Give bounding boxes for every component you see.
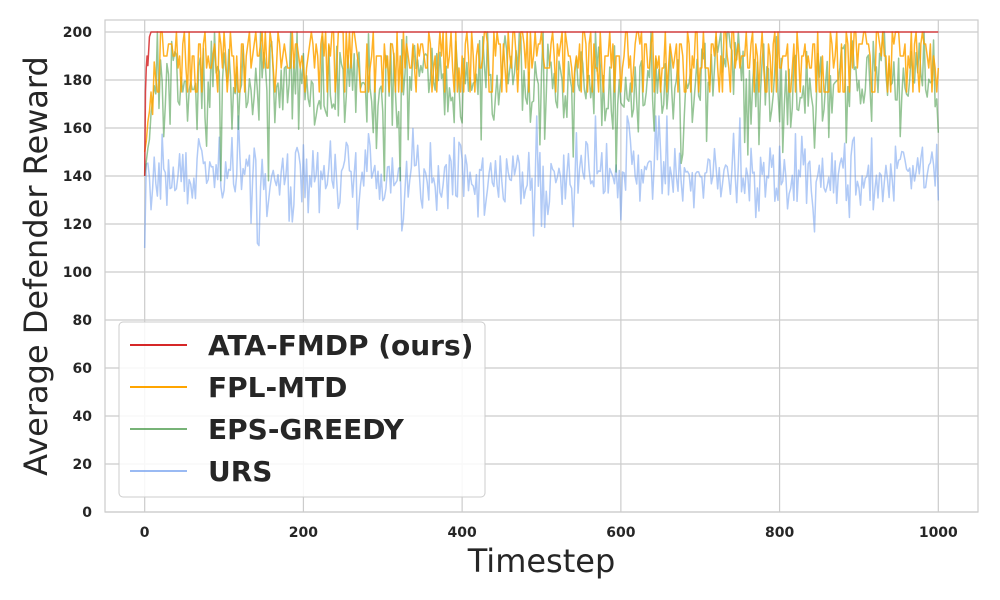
y-tick-label: 100 [63, 265, 92, 281]
legend-label: URS [208, 455, 272, 488]
y-tick-label: 120 [63, 217, 92, 233]
x-tick-label: 0 [140, 525, 150, 541]
y-tick-label: 160 [63, 121, 92, 137]
x-tick-label: 400 [448, 525, 477, 541]
x-tick-label: 800 [765, 525, 794, 541]
legend-label: ATA-FMDP (ours) [208, 329, 473, 362]
legend-label: FPL-MTD [208, 371, 347, 404]
series-line [143, 115, 940, 249]
y-tick-label: 80 [73, 313, 93, 329]
series-group [143, 31, 940, 249]
y-tick-label: 200 [63, 25, 92, 41]
series-line [143, 31, 939, 177]
legend-label: EPS-GREEDY [208, 413, 404, 446]
plot-frame [104, 19, 979, 513]
x-tick-label: 1000 [919, 525, 958, 541]
legend: ATA-FMDP (ours) FPL-MTD EPS-GREEDY URS [118, 321, 486, 498]
x-tick-label: 200 [289, 525, 318, 541]
y-tick-label: 140 [63, 169, 92, 185]
x-axis-title: Timestep [467, 542, 616, 580]
y-tick-label: 20 [73, 457, 93, 473]
y-tick-label: 0 [82, 505, 92, 521]
legend-box [118, 321, 486, 498]
y-tick-label: 40 [73, 409, 93, 425]
y-tick-label: 60 [73, 361, 93, 377]
y-axis-title: Average Defender Reward [17, 56, 55, 476]
x-tick-label: 600 [606, 525, 635, 541]
tick-labels: 0 200 400 600 800 1000 0 20 40 60 80 100 120 140 160 18… [63, 25, 958, 541]
y-tick-label: 180 [63, 73, 92, 89]
series-line [143, 31, 940, 182]
